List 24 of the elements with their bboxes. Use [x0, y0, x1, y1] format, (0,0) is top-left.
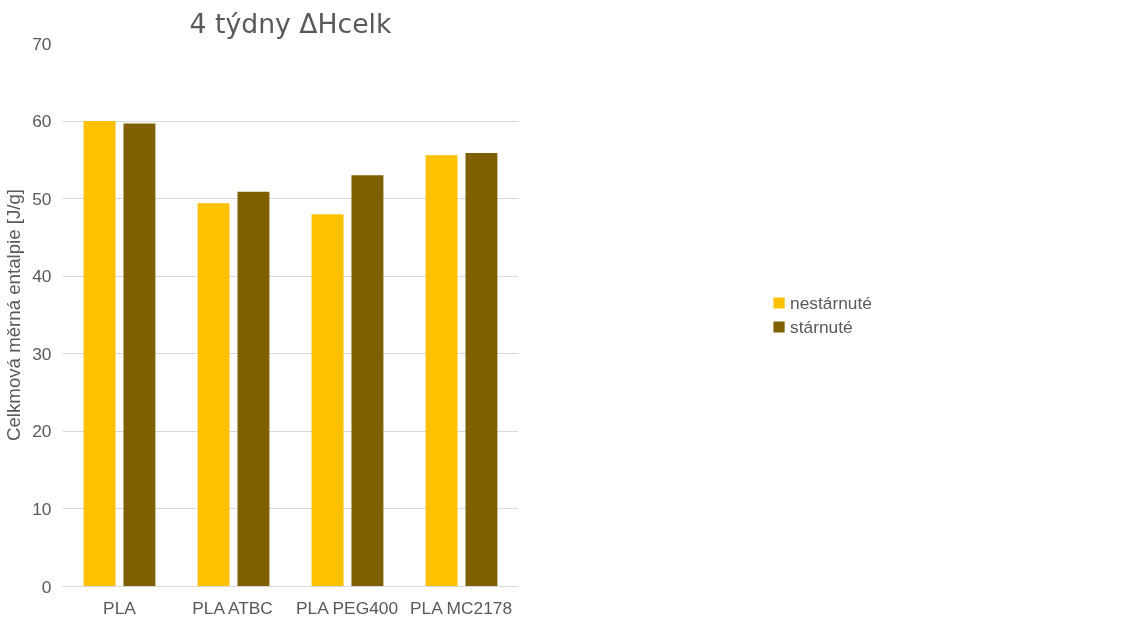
x-tick-label: PLA PEG400	[295, 597, 399, 618]
y-tick-label: 70	[32, 33, 52, 54]
x-tick-label: PLA MC2178	[409, 597, 513, 618]
y-tick-label: 30	[32, 343, 52, 364]
y-tick-label: 10	[32, 498, 52, 519]
bar	[237, 191, 270, 587]
y-tick-label: 40	[32, 266, 52, 287]
y-tick-label: 50	[32, 188, 52, 209]
x-tick-label: PLA	[103, 597, 137, 618]
legend-label: nestárnuté	[790, 292, 872, 313]
chart-title: 4 týdny ΔHcelk	[189, 7, 393, 39]
bar	[465, 152, 498, 587]
x-tick-label: PLA ATBC	[192, 597, 273, 618]
bar	[123, 123, 156, 587]
y-axis-title: Celkmová měrná entalpie [J/g]	[3, 189, 25, 441]
y-tick-label: 0	[41, 576, 52, 597]
bar	[83, 121, 116, 587]
bar	[311, 214, 344, 587]
y-tick-label: 20	[32, 421, 52, 442]
bar	[425, 155, 458, 587]
bar	[351, 175, 384, 587]
y-tick-label: 60	[32, 111, 52, 132]
legend-label: stárnuté	[790, 316, 853, 337]
bar	[197, 203, 230, 587]
